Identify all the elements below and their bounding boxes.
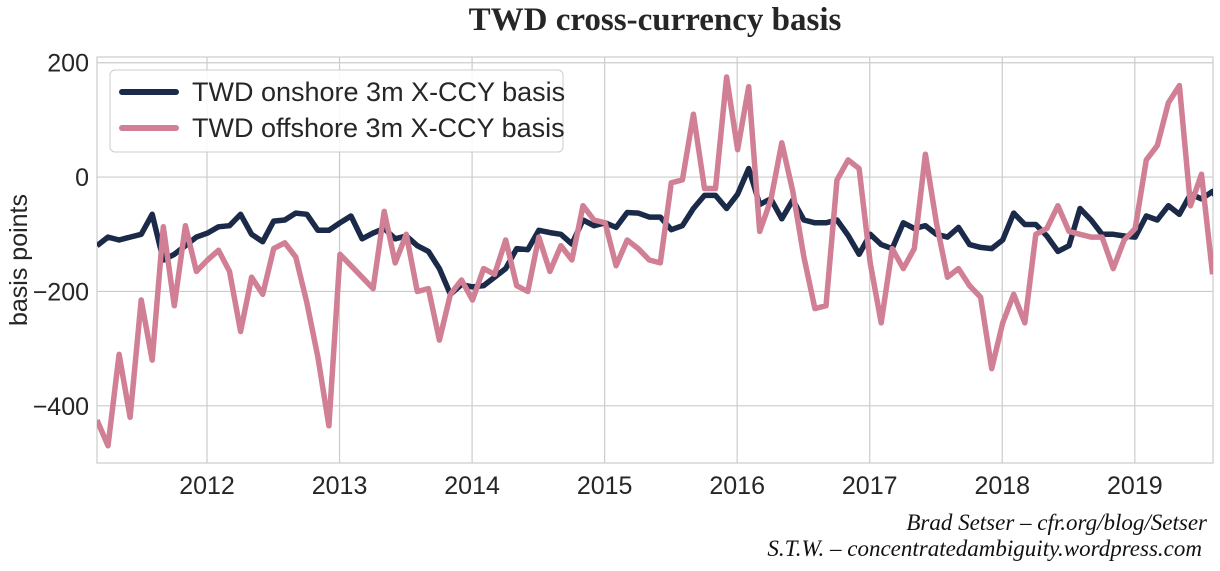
x-tick-label: 2015 (577, 472, 633, 500)
x-tick-label: 2016 (709, 472, 765, 500)
credit-line-1: Brad Setser – cfr.org/blog/Setser (906, 510, 1208, 535)
x-tick-label: 2012 (179, 472, 235, 500)
x-tick-label: 2013 (312, 472, 368, 500)
chart-title: TWD cross-currency basis (469, 2, 842, 38)
legend-box (109, 69, 564, 153)
x-tick-label: 2019 (1107, 472, 1163, 500)
legend-label-offshore: TWD offshore 3m X-CCY basis (192, 113, 565, 143)
y-tick-label: −200 (33, 278, 89, 306)
x-tick-label: 2017 (842, 472, 898, 500)
y-tick-label: 200 (47, 50, 89, 78)
series-lines (97, 74, 1213, 449)
legend-label-onshore: TWD onshore 3m X-CCY basis (192, 77, 565, 107)
series-line-offshore (97, 74, 1213, 449)
credit-line-2: S.T.W. – concentratedambiguity.wordpress… (767, 536, 1202, 561)
x-tick-label: 2014 (444, 472, 500, 500)
x-tick-label: 2018 (974, 472, 1030, 500)
y-tick-label: 0 (75, 164, 89, 192)
ticks: 2012 2013 2014 2015 2016 2017 2018 2019 200 0 −200… (33, 50, 1163, 500)
legend: TWD onshore 3m X-CCY basis TWD offshore … (109, 69, 565, 153)
y-axis-label: basis points (5, 194, 33, 326)
grid (97, 57, 1213, 463)
series-line-onshore (97, 165, 1213, 298)
y-tick-label: −400 (33, 393, 89, 421)
